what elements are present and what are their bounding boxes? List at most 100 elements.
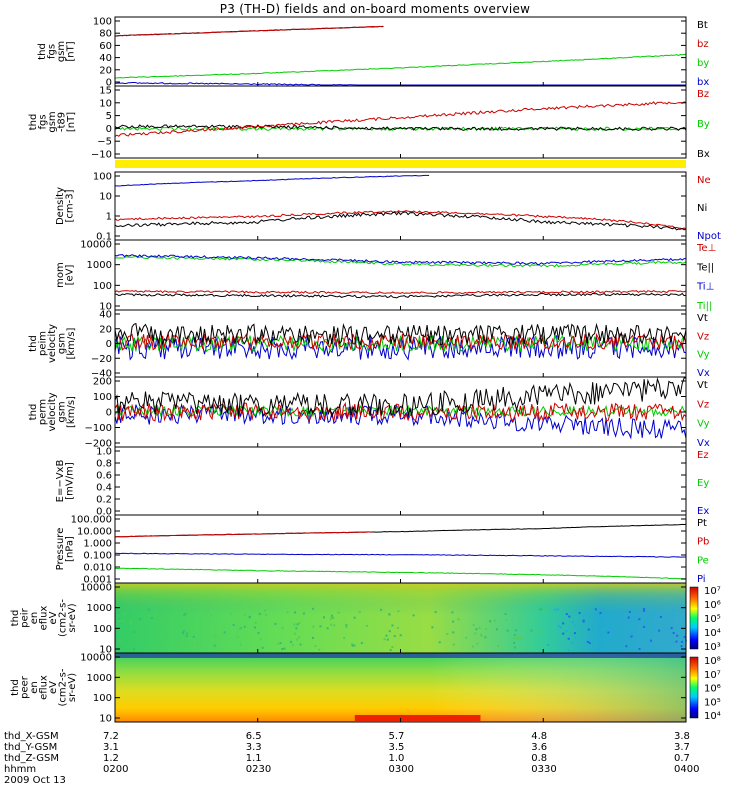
ytick-label: 100 xyxy=(93,392,112,403)
ion-speckle xyxy=(672,608,675,611)
ylabel-density: Density xyxy=(55,187,66,225)
ion-speckle xyxy=(238,627,241,630)
ion-speckle xyxy=(264,609,267,612)
ion-speckle xyxy=(675,640,678,643)
colorbar-label: 10³ xyxy=(704,642,721,653)
ion-speckle xyxy=(638,618,641,621)
ion-speckle xyxy=(132,647,135,650)
ion-speckle xyxy=(239,627,242,630)
ion-speckle xyxy=(515,629,518,632)
ytick-label: −10 xyxy=(91,150,112,161)
ylabel-peer_eflux: peer xyxy=(20,675,31,699)
ylabel-efield: E=−VxB xyxy=(55,460,66,503)
ion-speckle xyxy=(484,636,487,639)
ion-speckle xyxy=(506,629,509,632)
ion-speckle xyxy=(191,640,194,643)
ion-speckle xyxy=(345,626,348,629)
ylabel-peir_eflux: eflux xyxy=(39,606,50,631)
colorbar-peer_eflux xyxy=(689,656,699,719)
ion-speckle xyxy=(358,610,361,613)
legend-perm_vel-Vt: Vt xyxy=(697,380,708,391)
ylabel-fgs_t89: -t89 xyxy=(57,112,68,132)
ion-speckle xyxy=(515,637,518,640)
ylabel-fgs_mag: gsm xyxy=(56,41,67,62)
ion-speckle xyxy=(296,638,299,641)
ion-speckle xyxy=(620,618,623,621)
ion-speckle xyxy=(434,611,437,614)
ion-speckle xyxy=(155,613,158,616)
ion-speckle xyxy=(167,615,170,618)
ytick-label: 60 xyxy=(99,41,112,52)
ylabel-peir_eflux: peir xyxy=(20,607,31,627)
ion-speckle xyxy=(274,622,277,625)
ion-speckle xyxy=(556,608,559,611)
legend-peim_vel-Vt: Vt xyxy=(697,313,708,324)
ion-speckle xyxy=(571,641,574,644)
ion-speckle xyxy=(388,613,391,616)
ion-speckle xyxy=(254,621,257,624)
ion-speckle xyxy=(559,626,562,629)
ion-speckle xyxy=(643,625,646,628)
ytick-label: 10 xyxy=(99,714,112,725)
ion-speckle xyxy=(625,645,628,648)
ion-speckle xyxy=(330,623,333,626)
ytick-label: 80 xyxy=(99,29,112,40)
ylabel-peir_eflux: en xyxy=(29,612,40,625)
series-Vt-peim xyxy=(114,322,687,346)
footer-value: 4.8 xyxy=(531,731,548,742)
ytick-label: 1000 xyxy=(87,260,112,271)
ion-speckle xyxy=(165,629,168,632)
ion-speckle xyxy=(672,632,675,635)
ion-speckle xyxy=(452,631,455,634)
ion-speckle xyxy=(314,645,317,648)
quality-flag-bar xyxy=(115,160,686,168)
ion-speckle xyxy=(471,645,474,648)
ion-speckle xyxy=(180,641,183,644)
ylabel-peir_eflux: sr-eV) xyxy=(67,603,78,632)
ion-speckle xyxy=(210,614,213,617)
series-Bz xyxy=(114,101,687,137)
ion-speckle xyxy=(380,608,383,611)
legend-peim_vel-Vz: Vz xyxy=(697,331,709,342)
ion-speckle xyxy=(518,637,521,640)
colorbar-label: 10⁵ xyxy=(704,697,721,708)
ion-speckle xyxy=(664,627,667,630)
colorbar-label: 10⁶ xyxy=(704,600,721,611)
series-Ti-perp xyxy=(114,254,686,266)
ion-speckle xyxy=(598,636,601,639)
ion-speckle xyxy=(184,612,187,615)
ion-speckle xyxy=(122,613,125,616)
ylabel-pressure: Pressure xyxy=(55,528,66,571)
ion-speckle xyxy=(326,627,329,630)
ion-speckle xyxy=(337,611,340,614)
ion-speckle xyxy=(680,645,683,648)
legend-pressure-Pb: Pb xyxy=(697,537,709,548)
ytick-label: 40 xyxy=(99,53,112,64)
panel-frame-fgs_t89 xyxy=(114,85,687,159)
ytick-label: 20 xyxy=(99,324,112,335)
colorbar-label: 10⁶ xyxy=(704,684,721,695)
ion-speckle xyxy=(298,636,301,639)
ion-speckle xyxy=(185,635,188,638)
colorbar-label: 10⁷ xyxy=(704,670,721,681)
footer-label: thd_Z-GSM xyxy=(4,753,59,764)
ion-speckle xyxy=(554,608,557,611)
ion-speckle xyxy=(396,626,399,629)
ion-speckle xyxy=(646,633,649,636)
ytick-label: −40 xyxy=(91,369,112,380)
ylabel-perm_vel: gsm xyxy=(57,401,68,422)
ion-speckle xyxy=(253,626,256,629)
ion-speckle xyxy=(312,625,315,628)
ytick-label: −20 xyxy=(91,354,112,365)
electron-spectrogram-hot-band xyxy=(354,715,481,721)
ion-speckle xyxy=(333,624,336,627)
ion-speckle xyxy=(567,649,570,652)
ion-speckle xyxy=(619,635,622,638)
ylabel-perm_vel: [km/s] xyxy=(66,396,77,428)
ytick-label: 100 xyxy=(93,17,112,28)
ion-speckle xyxy=(475,628,478,631)
ytick-label: 20 xyxy=(99,65,112,76)
ytick-label: 0.001 xyxy=(83,575,112,586)
ion-speckle xyxy=(649,639,652,642)
footer-value: 1.2 xyxy=(103,753,119,764)
